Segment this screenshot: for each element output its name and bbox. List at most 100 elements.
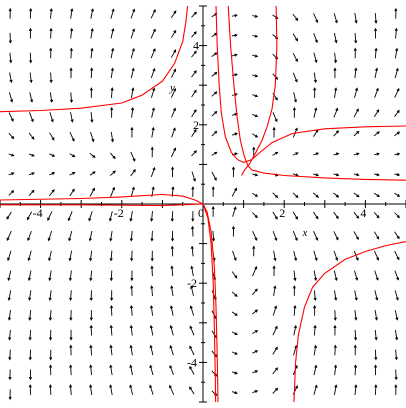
field-arrow (130, 151, 136, 162)
field-arrow (373, 231, 380, 240)
field-arrow (110, 67, 115, 79)
field-arrow (89, 344, 93, 356)
field-arrow (28, 27, 33, 39)
field-arrow (252, 113, 259, 118)
field-arrow (129, 384, 134, 395)
field-arrow (272, 325, 278, 336)
field-arrow (313, 364, 318, 376)
field-arrow (334, 87, 338, 98)
field-arrow (333, 250, 339, 261)
field-arrow (354, 290, 358, 301)
solution-curves (0, 5, 406, 403)
field-arrow (333, 384, 338, 395)
field-arrow (231, 351, 238, 355)
field-arrow (149, 324, 154, 336)
field-arrow (374, 384, 378, 395)
field-arrow (231, 187, 237, 197)
field-arrow (170, 285, 174, 296)
field-arrow (252, 94, 259, 98)
field-arrow (232, 14, 238, 18)
field-arrow (190, 245, 194, 257)
field-arrow (211, 32, 218, 38)
field-arrow (129, 324, 133, 336)
y-axis-label: y (169, 82, 175, 94)
field-arrow (29, 52, 33, 64)
axis-ticks: -4 -2 0 2 4 4 2 -2 -4 (0, 5, 406, 403)
x-tick-label: 0 (198, 206, 204, 220)
field-arrow (313, 152, 320, 156)
field-arrow (149, 344, 154, 356)
field-arrow (130, 285, 134, 296)
field-arrow (28, 153, 35, 157)
field-arrow (333, 211, 339, 220)
field-arrow (374, 290, 379, 301)
field-arrow (191, 128, 197, 137)
field-arrow (8, 369, 12, 381)
field-arrow (169, 364, 174, 376)
field-arrow (28, 369, 32, 381)
field-arrow (354, 270, 359, 281)
field-arrow (28, 384, 32, 395)
field-arrow (292, 230, 298, 242)
field-arrow (171, 166, 175, 178)
field-arrow (69, 310, 73, 321)
field-arrow (129, 364, 133, 376)
field-arrow (211, 52, 218, 57)
field-arrow (292, 33, 299, 42)
field-arrow (170, 68, 177, 78)
field-arrow (129, 344, 133, 356)
field-arrow (211, 171, 217, 181)
field-arrow (394, 349, 398, 361)
field-arrow (333, 270, 338, 282)
field-arrow (353, 212, 360, 219)
solution-curve-4 (215, 5, 406, 163)
field-arrow (313, 32, 318, 44)
field-arrow (170, 10, 177, 19)
field-arrow (191, 109, 197, 118)
field-arrow (292, 106, 296, 118)
field-arrow (252, 231, 258, 241)
field-arrow (70, 112, 74, 123)
field-arrow (394, 109, 400, 117)
field-arrow (292, 211, 299, 220)
field-arrow (211, 350, 218, 358)
field-arrow (49, 349, 53, 361)
x-tick-label: -2 (114, 206, 124, 220)
field-arrow (354, 310, 358, 321)
field-arrow (354, 13, 358, 24)
field-arrow (272, 211, 278, 220)
field-arrow (8, 172, 15, 176)
field-arrow (88, 211, 93, 222)
field-arrow (272, 346, 278, 355)
field-arrow (292, 192, 299, 199)
field-arrow (191, 89, 197, 98)
field-arrow (9, 72, 13, 84)
field-arrow (130, 186, 135, 197)
field-arrow (150, 48, 156, 59)
field-arrow (353, 47, 357, 59)
field-arrow (231, 166, 236, 178)
field-arrow (149, 384, 154, 395)
direction-field (6, 7, 401, 401)
field-arrow (8, 389, 12, 401)
field-arrow (110, 28, 115, 39)
field-arrow (48, 310, 52, 321)
field-arrow (7, 250, 12, 262)
field-arrow (374, 270, 379, 281)
field-arrow (190, 265, 194, 277)
field-arrow (170, 87, 177, 98)
field-arrow (374, 173, 380, 177)
field-arrow (170, 211, 174, 222)
field-arrow (272, 112, 278, 123)
field-arrow (110, 131, 115, 143)
field-arrow (394, 87, 400, 98)
field-arrow (150, 250, 154, 262)
field-arrow (68, 384, 73, 395)
field-arrow (130, 28, 136, 39)
field-arrow (130, 47, 135, 59)
y-tick-label: 4 (193, 39, 199, 53)
field-arrow (354, 67, 358, 79)
field-arrow (353, 329, 358, 341)
field-arrow (130, 250, 134, 262)
